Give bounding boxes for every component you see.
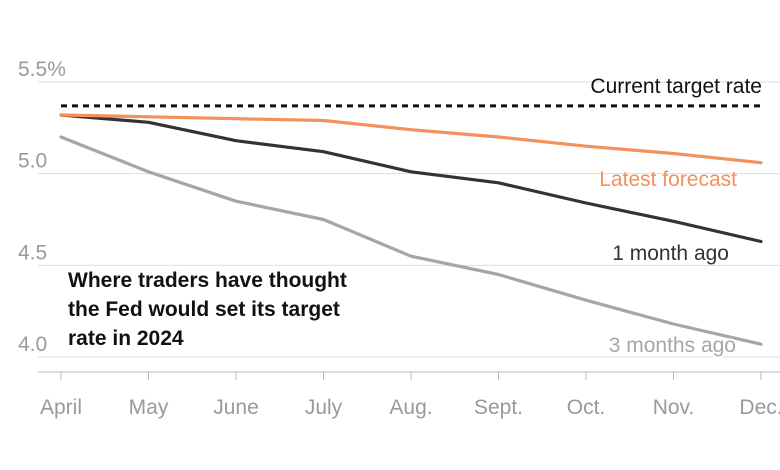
chart-title-line: Where traders have thought	[68, 269, 347, 292]
x-axis: April May June July Aug. Sept. Oct. Nov. Dec.	[38, 371, 780, 419]
chart-title-line: rate in 2024	[68, 327, 184, 350]
series-label-1-month-ago: 1 month ago	[612, 242, 729, 265]
chart-title: Where traders have thought the Fed would …	[68, 269, 347, 350]
series-label-latest-forecast: Latest forecast	[599, 168, 737, 191]
series-line-3-months-ago	[59, 135, 763, 346]
x-tick-label: Sept.	[474, 396, 523, 419]
y-tick-label: 4.0	[18, 333, 47, 356]
chart-title-line: the Fed would set its target	[68, 298, 340, 321]
x-tick-label: Nov.	[653, 396, 695, 419]
x-tick-label: June	[213, 396, 259, 419]
series-label-3-months-ago: 3 months ago	[609, 334, 736, 357]
current-target-rate-label: Current target rate	[590, 75, 762, 98]
x-tick-label: July	[305, 396, 343, 419]
x-tick-label: May	[129, 396, 169, 419]
x-tick-label: Dec.	[739, 396, 780, 419]
series-layer	[59, 113, 763, 346]
y-tick-label: 4.5	[18, 241, 47, 264]
reference-line-layer: Current target rate	[61, 75, 765, 108]
x-tick-label: Oct.	[567, 396, 606, 419]
series-line-latest-forecast	[59, 113, 763, 165]
x-tick-label: April	[40, 396, 82, 419]
y-tick-label: 5.5%	[18, 58, 66, 81]
x-tick-label: Aug.	[389, 396, 432, 419]
y-tick-label: 5.0	[18, 150, 47, 173]
label-layer: Latest forecast 1 month ago 3 months ago	[599, 168, 738, 359]
series-line-1-month-ago	[59, 113, 763, 244]
grid-layer: 5.5% 5.0 4.5 4.0	[18, 58, 780, 358]
